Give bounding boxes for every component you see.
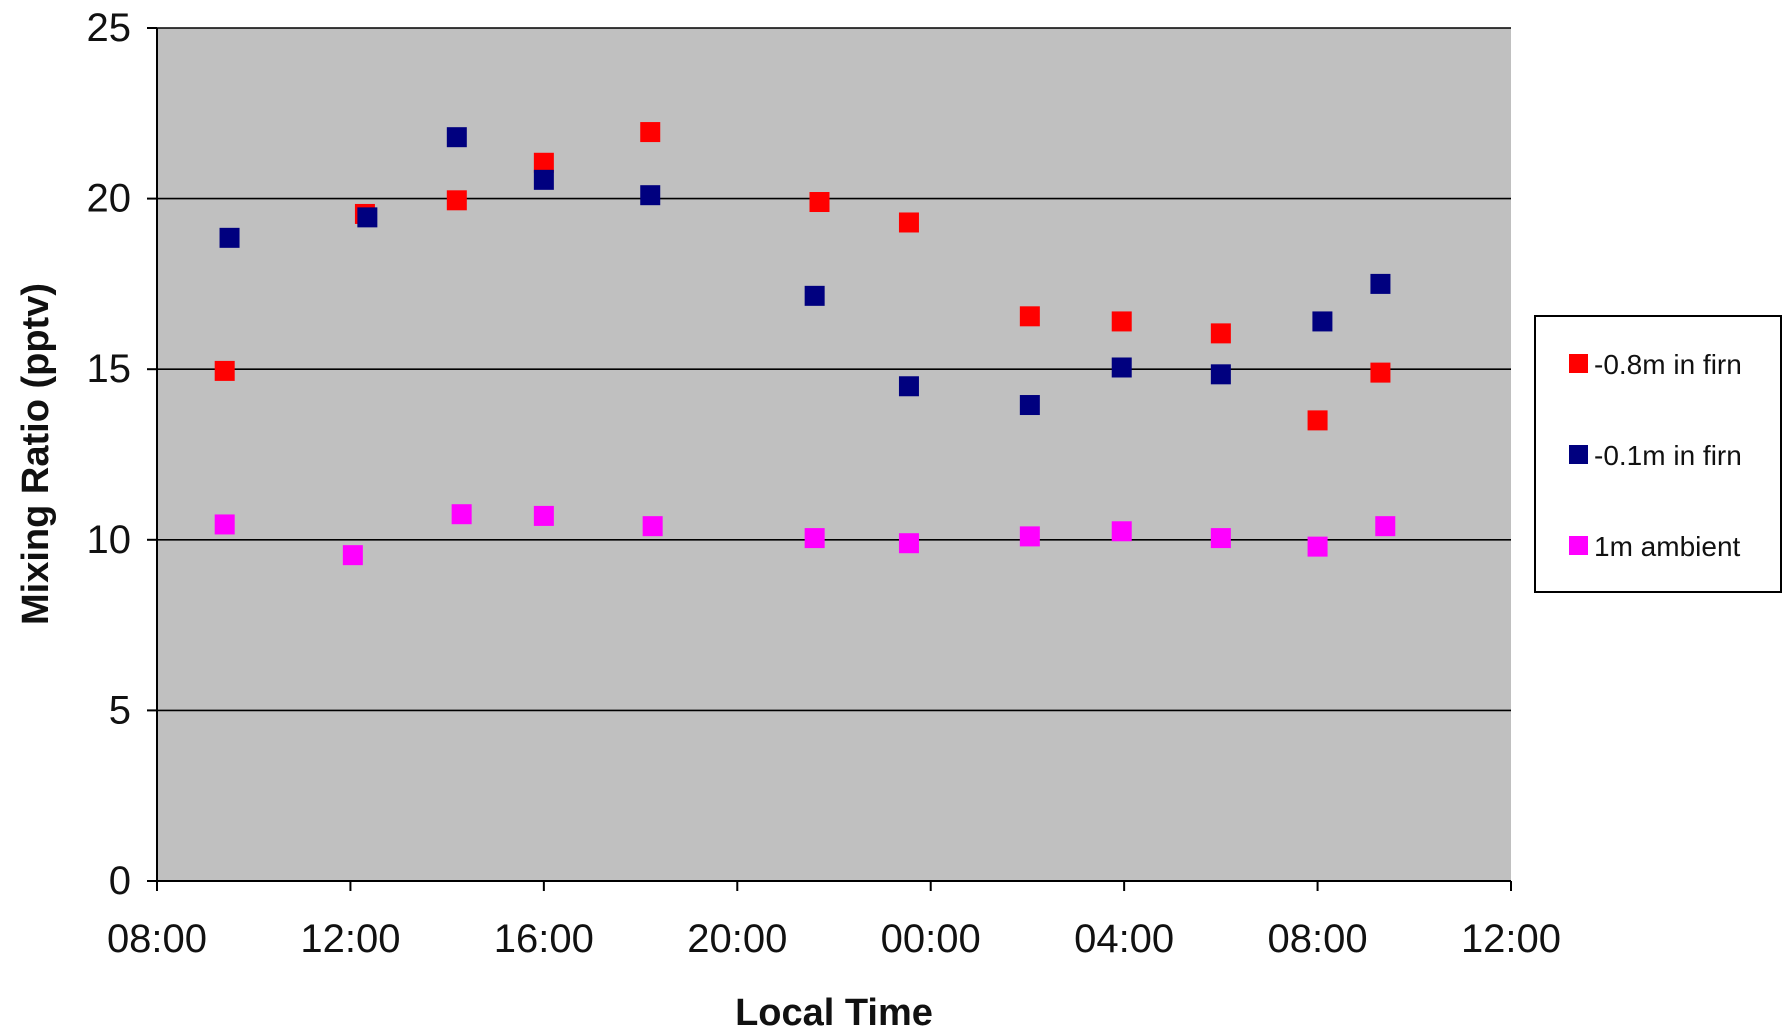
- x-axis-ticks: 08:00 12:00 16:00 20:00 00:00 04:00 08:00 12:00: [107, 881, 1561, 961]
- x-tick-label: 04:00: [1074, 917, 1174, 961]
- data-point: [1307, 410, 1328, 431]
- x-tick-label: 08:00: [107, 917, 207, 961]
- data-point: [809, 192, 830, 213]
- data-point: [1370, 362, 1391, 383]
- data-point: [898, 376, 919, 397]
- data-point: [804, 528, 825, 549]
- x-tick-label: 08:00: [1268, 917, 1368, 961]
- legend-marker: [1569, 445, 1588, 464]
- data-point: [898, 212, 919, 233]
- series-2: [219, 127, 1391, 416]
- data-point: [804, 285, 825, 306]
- data-point: [1111, 311, 1132, 332]
- legend-item: -0.1m in firn: [1569, 440, 1742, 471]
- data-point: [1370, 273, 1391, 294]
- legend-label: 1m ambient: [1594, 531, 1741, 562]
- data-point: [533, 505, 554, 526]
- data-point: [1210, 323, 1231, 344]
- x-tick-label: 12:00: [300, 917, 400, 961]
- data-point: [640, 122, 661, 143]
- y-tick-label: 20: [87, 177, 132, 221]
- data-point: [1210, 364, 1231, 385]
- data-point: [533, 152, 554, 173]
- y-tick-label: 0: [109, 859, 131, 903]
- data-point: [446, 190, 467, 211]
- gridlines: [157, 27, 1511, 712]
- x-tick-label: 12:00: [1461, 917, 1561, 961]
- legend-label: -0.1m in firn: [1594, 440, 1742, 471]
- y-tick-label: 25: [87, 6, 132, 50]
- data-point: [446, 127, 467, 148]
- x-tick-label: 20:00: [687, 917, 787, 961]
- data-point: [1210, 528, 1231, 549]
- data-point: [1019, 526, 1040, 547]
- data-point: [219, 227, 240, 248]
- legend-marker: [1569, 536, 1588, 555]
- data-points: [214, 122, 1396, 566]
- x-axis-title: Local Time: [735, 992, 933, 1031]
- legend-item: -0.8m in firn: [1569, 349, 1742, 380]
- legend: -0.8m in firn -0.1m in firn 1m ambient: [1534, 315, 1782, 593]
- legend-item: 1m ambient: [1569, 531, 1741, 562]
- y-axis-ticks: 0 5 10 15 20 25: [87, 6, 157, 903]
- x-tick-label: 00:00: [881, 917, 981, 961]
- y-tick-label: 15: [87, 347, 132, 391]
- series-3: [214, 504, 1396, 566]
- data-point: [451, 504, 472, 525]
- data-point: [642, 516, 663, 537]
- data-point: [640, 185, 661, 206]
- data-point: [1307, 536, 1328, 557]
- data-point: [1312, 311, 1333, 332]
- data-point: [1111, 521, 1132, 542]
- y-axis-title: Mixing Ratio (pptv): [15, 283, 57, 625]
- data-point: [1019, 395, 1040, 416]
- data-point: [214, 514, 235, 535]
- data-point: [1019, 306, 1040, 327]
- data-point: [342, 545, 363, 566]
- x-tick-label: 16:00: [494, 917, 594, 961]
- legend-marker: [1569, 354, 1588, 373]
- data-point: [214, 360, 235, 381]
- data-point: [533, 169, 554, 190]
- plot-area: [157, 28, 1511, 881]
- data-point: [1111, 357, 1132, 378]
- legend-label: -0.8m in firn: [1594, 349, 1742, 380]
- data-point: [357, 207, 378, 228]
- data-point: [898, 533, 919, 554]
- y-tick-label: 10: [87, 518, 132, 562]
- data-point: [1375, 516, 1396, 537]
- axes: [156, 28, 1511, 882]
- y-tick-label: 5: [109, 688, 131, 732]
